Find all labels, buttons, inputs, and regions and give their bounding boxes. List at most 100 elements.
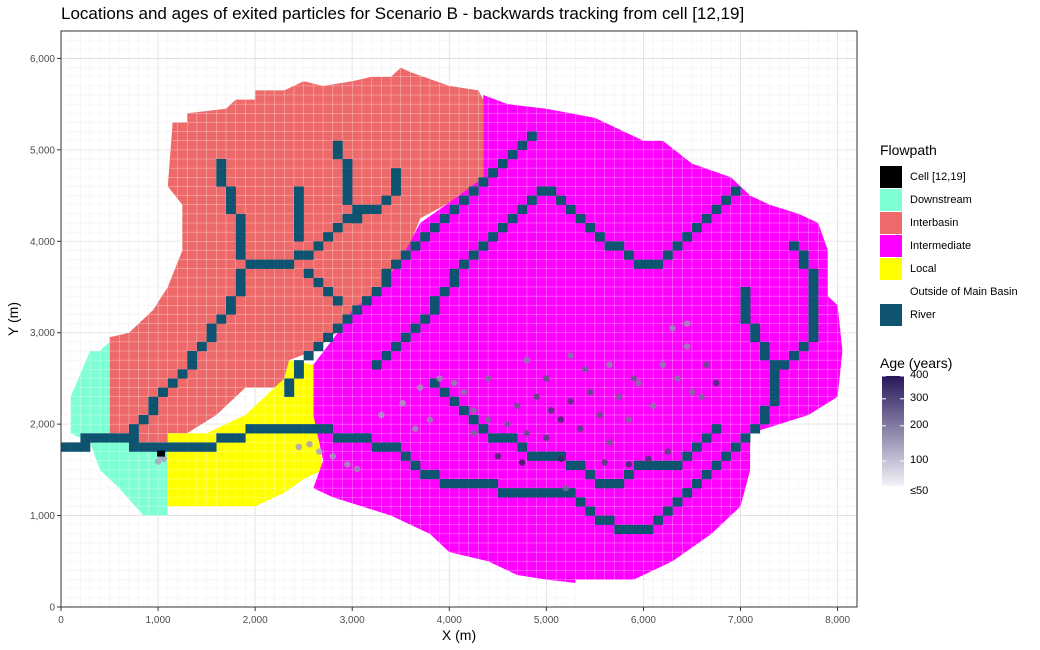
river-cell [585, 223, 596, 233]
river-cell [381, 195, 392, 205]
particle-point [606, 361, 613, 368]
river-cell [342, 186, 353, 196]
river-cell [138, 442, 149, 452]
river-cell [488, 232, 499, 242]
particle-point [630, 375, 637, 382]
river-cell [264, 424, 275, 434]
age-tick-label: 300 [910, 391, 929, 404]
river-cell [352, 305, 363, 315]
river-cell [468, 186, 479, 196]
river-cell [420, 314, 431, 324]
river-cell [284, 424, 295, 434]
age-tick-label: 100 [910, 454, 929, 467]
river-cell [391, 186, 401, 196]
age-tick-label: 400 [910, 369, 929, 381]
x-tick-label: 4,000 [437, 615, 462, 626]
river-cell [274, 424, 285, 434]
river-cell [245, 259, 256, 269]
river-cell [216, 433, 227, 443]
legend-item: Outside of Main Basin [880, 281, 1018, 303]
y-tick-label: 0 [49, 603, 55, 614]
river-cell [808, 277, 819, 288]
river-cell [235, 250, 246, 260]
river-cell [594, 515, 605, 525]
x-tick-label: 8,000 [825, 615, 850, 626]
river-cell [740, 287, 751, 297]
target-cell-marker [157, 450, 166, 457]
particle-point [518, 459, 526, 466]
river-cell [624, 469, 634, 480]
river-cell [662, 250, 673, 260]
river-cell [633, 259, 644, 269]
river-cell [400, 451, 411, 461]
particle-point [329, 452, 337, 460]
river-cell [526, 488, 537, 498]
river-cell [303, 424, 314, 434]
river-cell [459, 479, 469, 489]
river-cell [235, 268, 246, 279]
river-cell [575, 497, 586, 507]
river-cell [128, 433, 139, 443]
river-cell [808, 332, 819, 343]
river-cell [323, 332, 334, 343]
particle-point [557, 416, 565, 423]
river-cell [808, 268, 819, 279]
river-cell [604, 515, 615, 525]
x-tick-label: 1,000 [146, 615, 171, 626]
age-tick-label: ≤50 [910, 485, 929, 497]
river-cell [371, 442, 382, 452]
river-cell [342, 433, 353, 443]
river-cell [274, 259, 285, 269]
river-cell [488, 433, 499, 443]
legend-item: Intermediate [880, 235, 971, 257]
river-cell [361, 204, 372, 215]
river-cell [759, 405, 770, 416]
age-colorbar [882, 375, 904, 487]
river-cell [517, 204, 528, 215]
river-cell [148, 442, 159, 452]
river-cell [653, 460, 664, 471]
particle-point [659, 361, 667, 368]
river-cell [206, 332, 217, 343]
river-cell [633, 460, 644, 471]
legend-key [880, 235, 902, 257]
particle-points [154, 320, 720, 492]
river-cell [235, 213, 246, 224]
legend-label: Downstream [910, 194, 972, 206]
legend-label: Cell [12,19] [910, 171, 966, 183]
river-cell [400, 250, 411, 260]
river-cell [293, 195, 304, 205]
river-cell [196, 442, 207, 452]
river-cell [332, 433, 343, 443]
river-cell [235, 241, 246, 251]
river-cell [604, 479, 615, 489]
particle-point [698, 393, 705, 400]
y-tick-label: 6,000 [30, 54, 55, 65]
river-cell [323, 287, 334, 297]
river-cell [624, 524, 634, 535]
river-cell [730, 442, 741, 452]
particle-point [596, 411, 603, 419]
river-cell [672, 497, 683, 507]
river-cell [575, 213, 586, 224]
river-cell [750, 332, 761, 343]
legend-key [880, 281, 902, 303]
particle-point [548, 407, 555, 414]
river-cell [381, 277, 392, 288]
river-cell [90, 433, 101, 443]
river-cell [226, 296, 236, 306]
river-cell [216, 314, 227, 324]
river-cell [507, 433, 518, 443]
river-cell [769, 369, 780, 379]
particle-point [295, 443, 303, 451]
river-cell [255, 424, 266, 434]
legend-label: River [910, 309, 936, 321]
legend-item: River [880, 304, 936, 326]
river-cell [740, 305, 751, 315]
river-cell [226, 433, 236, 443]
river-cell [61, 442, 71, 452]
particle-point [416, 384, 424, 391]
particle-point [683, 343, 691, 350]
river-cell [691, 223, 702, 233]
river-cell [565, 204, 576, 215]
